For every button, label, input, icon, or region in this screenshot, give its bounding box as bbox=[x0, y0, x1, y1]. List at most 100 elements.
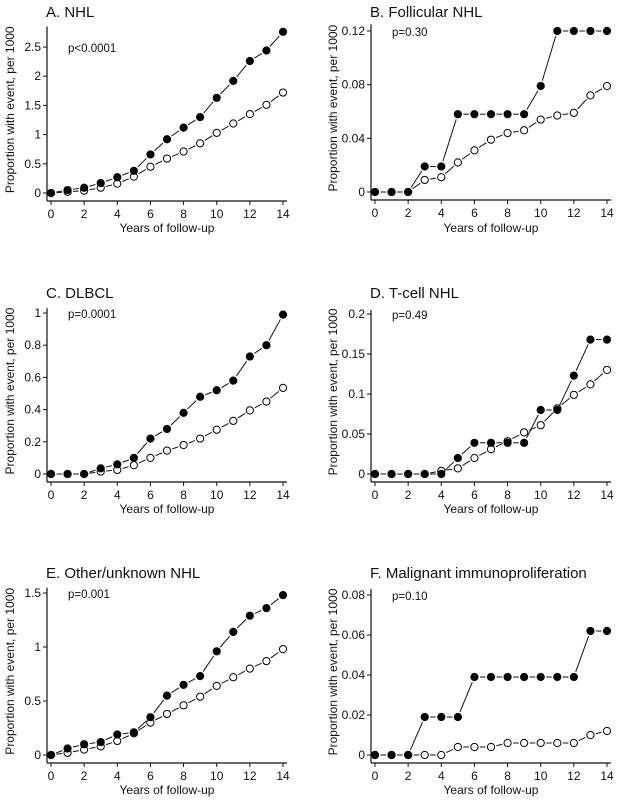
series-filled-segment bbox=[444, 461, 455, 471]
series-filled-segment bbox=[203, 101, 214, 114]
series-filled-segment bbox=[137, 442, 148, 455]
x-tick-label: 12 bbox=[243, 769, 257, 783]
y-tick-label: 1 bbox=[34, 306, 41, 320]
panel-d: D. T-cell NHL p=0.49 0 0.05 0.1 0.15 0.2 0 2 4 6 8 1… bbox=[326, 285, 614, 516]
series-filled-segment bbox=[575, 344, 589, 371]
y-tick-label: 0.05 bbox=[342, 427, 366, 441]
y-tick-label: 0.5 bbox=[24, 157, 41, 171]
p-value-annotation: p=0.49 bbox=[392, 310, 428, 322]
x-axis-label: Years of follow-up bbox=[444, 783, 539, 797]
x-tick-label: 2 bbox=[81, 488, 88, 502]
x-tick-label: 2 bbox=[405, 206, 412, 220]
series-open-segment bbox=[237, 116, 246, 122]
series-open-point bbox=[245, 664, 254, 673]
series-open-segment bbox=[221, 125, 229, 131]
x-tick-label: 14 bbox=[600, 769, 614, 783]
x-tick-label: 4 bbox=[114, 207, 121, 221]
series-filled-point bbox=[520, 110, 529, 119]
series-filled-point bbox=[212, 647, 221, 656]
x-axis-label: Years of follow-up bbox=[444, 221, 539, 235]
series-filled-point bbox=[387, 750, 396, 760]
x-tick-label: 10 bbox=[534, 206, 548, 220]
y-tick-label: 0.08 bbox=[342, 78, 366, 92]
x-tick-label: 10 bbox=[210, 488, 224, 502]
x-tick-label: 10 bbox=[534, 488, 548, 502]
series-filled-segment bbox=[409, 721, 423, 751]
x-tick-label: 14 bbox=[276, 769, 290, 783]
y-axis-label: Proportion with event, per 1000 bbox=[3, 588, 17, 755]
y-tick-label: 1 bbox=[34, 640, 41, 654]
series-filled-point bbox=[46, 188, 56, 198]
series-filled-segment bbox=[154, 142, 164, 152]
y-tick-label: 1 bbox=[34, 128, 41, 142]
x-tick-label: 2 bbox=[405, 488, 412, 502]
series-filled-point bbox=[278, 27, 288, 36]
series-filled-segment bbox=[187, 400, 197, 410]
series-open-segment bbox=[270, 95, 279, 102]
series-open-segment bbox=[105, 184, 113, 187]
series-open-segment bbox=[446, 748, 454, 754]
x-tick-label: 10 bbox=[210, 769, 224, 783]
series-filled-point bbox=[146, 713, 155, 722]
series-filled-segment bbox=[154, 431, 163, 437]
series-open-point bbox=[553, 111, 562, 120]
series-open-point bbox=[196, 434, 205, 443]
series-filled-point bbox=[437, 469, 446, 479]
series-open-point bbox=[162, 154, 172, 163]
chart-title: B. Follicular NHL bbox=[370, 4, 483, 21]
series-filled-segment bbox=[220, 84, 230, 95]
x-tick-label: 2 bbox=[81, 769, 88, 783]
series-open-point bbox=[569, 738, 578, 748]
series-open-segment bbox=[462, 460, 471, 466]
series-filled-segment bbox=[122, 459, 129, 463]
x-tick-label: 0 bbox=[372, 769, 379, 783]
series-filled-segment bbox=[137, 157, 147, 168]
y-tick-label: 0 bbox=[34, 467, 41, 481]
series-filled-point bbox=[96, 737, 105, 747]
series-open-segment bbox=[171, 707, 179, 712]
series-open-point bbox=[212, 128, 221, 137]
series-filled-point bbox=[453, 712, 462, 722]
series-open-segment bbox=[138, 169, 146, 175]
series-filled-point bbox=[146, 434, 155, 443]
series-open-segment bbox=[446, 468, 453, 471]
series-filled-segment bbox=[236, 64, 247, 77]
series-filled-segment bbox=[105, 736, 113, 741]
series-open-segment bbox=[106, 470, 112, 472]
y-tick-label: 0.2 bbox=[348, 307, 365, 321]
series-filled-point bbox=[212, 386, 221, 395]
series-filled-segment bbox=[575, 636, 590, 672]
series-open-point bbox=[503, 738, 512, 748]
y-tick-label: 0.6 bbox=[24, 370, 41, 384]
x-tick-label: 4 bbox=[438, 488, 445, 502]
series-open-point bbox=[453, 158, 462, 167]
series-open-point bbox=[162, 709, 172, 719]
series-open-segment bbox=[105, 742, 113, 746]
series-filled-point bbox=[470, 110, 479, 119]
y-tick-label: 1.5 bbox=[24, 586, 41, 600]
series-filled-segment bbox=[254, 609, 262, 614]
series-filled-point bbox=[46, 750, 56, 760]
y-tick-label: 0 bbox=[34, 748, 41, 762]
series-open-segment bbox=[254, 403, 262, 409]
series-filled-point bbox=[370, 469, 380, 479]
series-filled-point bbox=[96, 178, 105, 188]
y-tick-label: 0.08 bbox=[342, 588, 366, 602]
series-open-point bbox=[262, 100, 271, 109]
series-filled-segment bbox=[410, 170, 423, 188]
series-filled-segment bbox=[269, 35, 280, 47]
series-open-point bbox=[262, 656, 271, 666]
series-open-segment bbox=[545, 116, 553, 119]
series-open-segment bbox=[138, 725, 147, 731]
series-open-segment bbox=[89, 188, 96, 191]
series-open-point bbox=[470, 453, 479, 463]
series-filled-point bbox=[453, 110, 462, 119]
series-open-segment bbox=[562, 113, 569, 116]
series-filled-point bbox=[569, 26, 578, 36]
y-tick-label: 0.15 bbox=[342, 347, 366, 361]
series-open-point bbox=[212, 681, 221, 690]
series-filled-point bbox=[553, 26, 562, 36]
series-filled-point bbox=[536, 672, 545, 682]
series-filled-point bbox=[569, 371, 578, 380]
y-tick-label: 0.12 bbox=[342, 24, 366, 38]
